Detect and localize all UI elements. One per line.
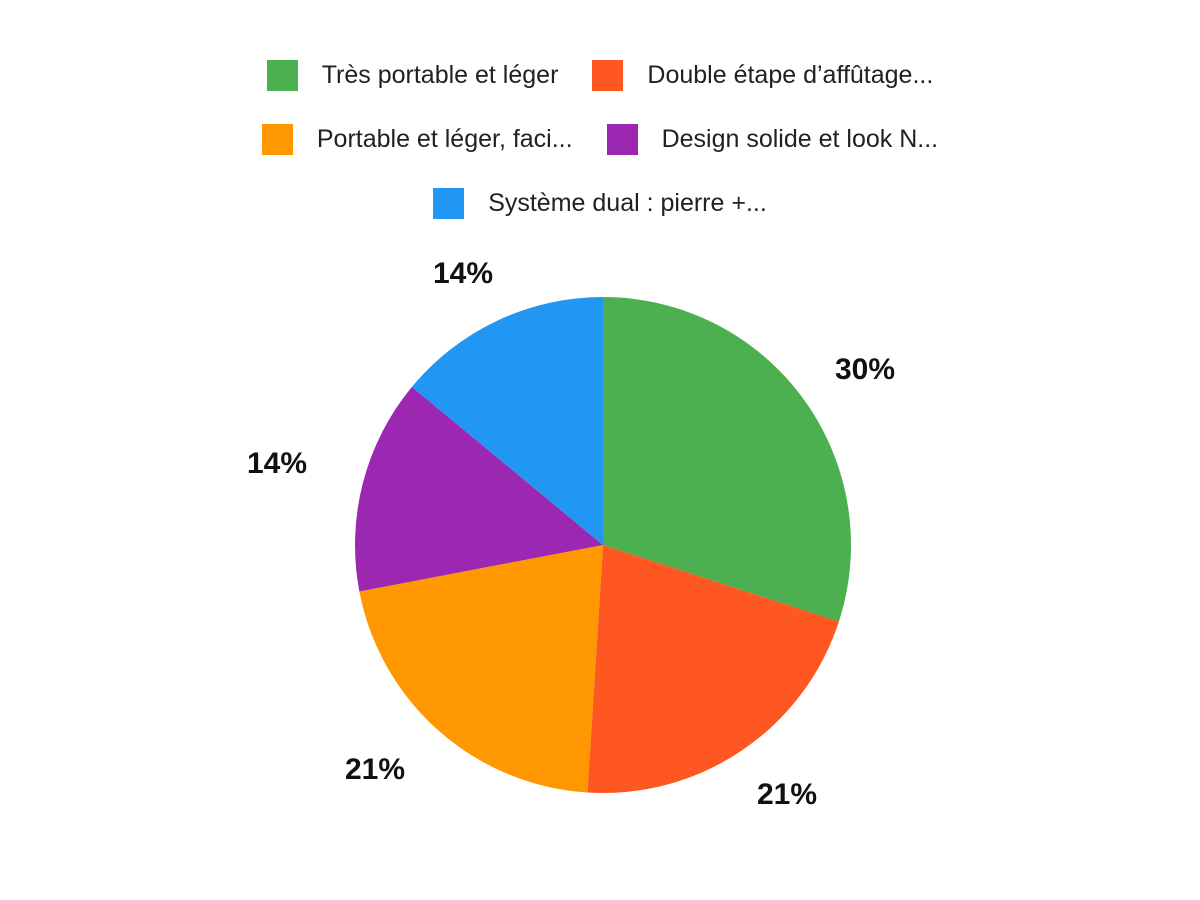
legend-item-1[interactable]: Double étape d’affûtage...	[592, 60, 933, 91]
legend-item-3[interactable]: Design solide et look N...	[606, 124, 939, 155]
legend-item-2[interactable]: Portable et léger, faci...	[261, 124, 573, 155]
pie-slice-2[interactable]	[359, 545, 603, 793]
pie-slice-3[interactable]	[354, 386, 603, 592]
legend-item-0[interactable]: Très portable et léger	[266, 60, 559, 91]
legend-swatch-icon	[592, 60, 624, 91]
legend-swatch-icon	[433, 188, 465, 219]
legend-row: Très portable et léger Double étape d’aff…	[266, 60, 933, 91]
legend-label: Système dual : pierre +...	[488, 189, 767, 217]
legend-label: Design solide et look N...	[661, 125, 939, 153]
slice-percent-label-1: 21%	[756, 778, 818, 811]
legend-row: Système dual : pierre +...	[433, 188, 767, 219]
legend-swatch-icon	[606, 124, 638, 155]
pie-slice-1[interactable]	[587, 545, 839, 793]
slice-percent-label-3: 14%	[246, 447, 308, 480]
pie-slice-4[interactable]	[411, 297, 603, 545]
slice-percent-label-4: 14%	[432, 257, 494, 290]
legend-row: Portable et léger, faci... Design solide …	[261, 124, 939, 155]
legend-swatch-icon	[266, 60, 298, 91]
legend-label: Portable et léger, faci...	[316, 125, 573, 153]
legend-label: Double étape d’affûtage...	[647, 61, 934, 89]
slice-percent-label-0: 30%	[834, 353, 896, 386]
legend-swatch-icon	[261, 124, 293, 155]
legend-label: Très portable et léger	[321, 61, 559, 89]
slice-percent-label-2: 21%	[344, 753, 406, 786]
chart-legend: Très portable et léger Double étape d’aff…	[0, 60, 1200, 219]
legend-item-4[interactable]: Système dual : pierre +...	[433, 188, 767, 219]
pie-slice-0[interactable]	[603, 297, 851, 622]
